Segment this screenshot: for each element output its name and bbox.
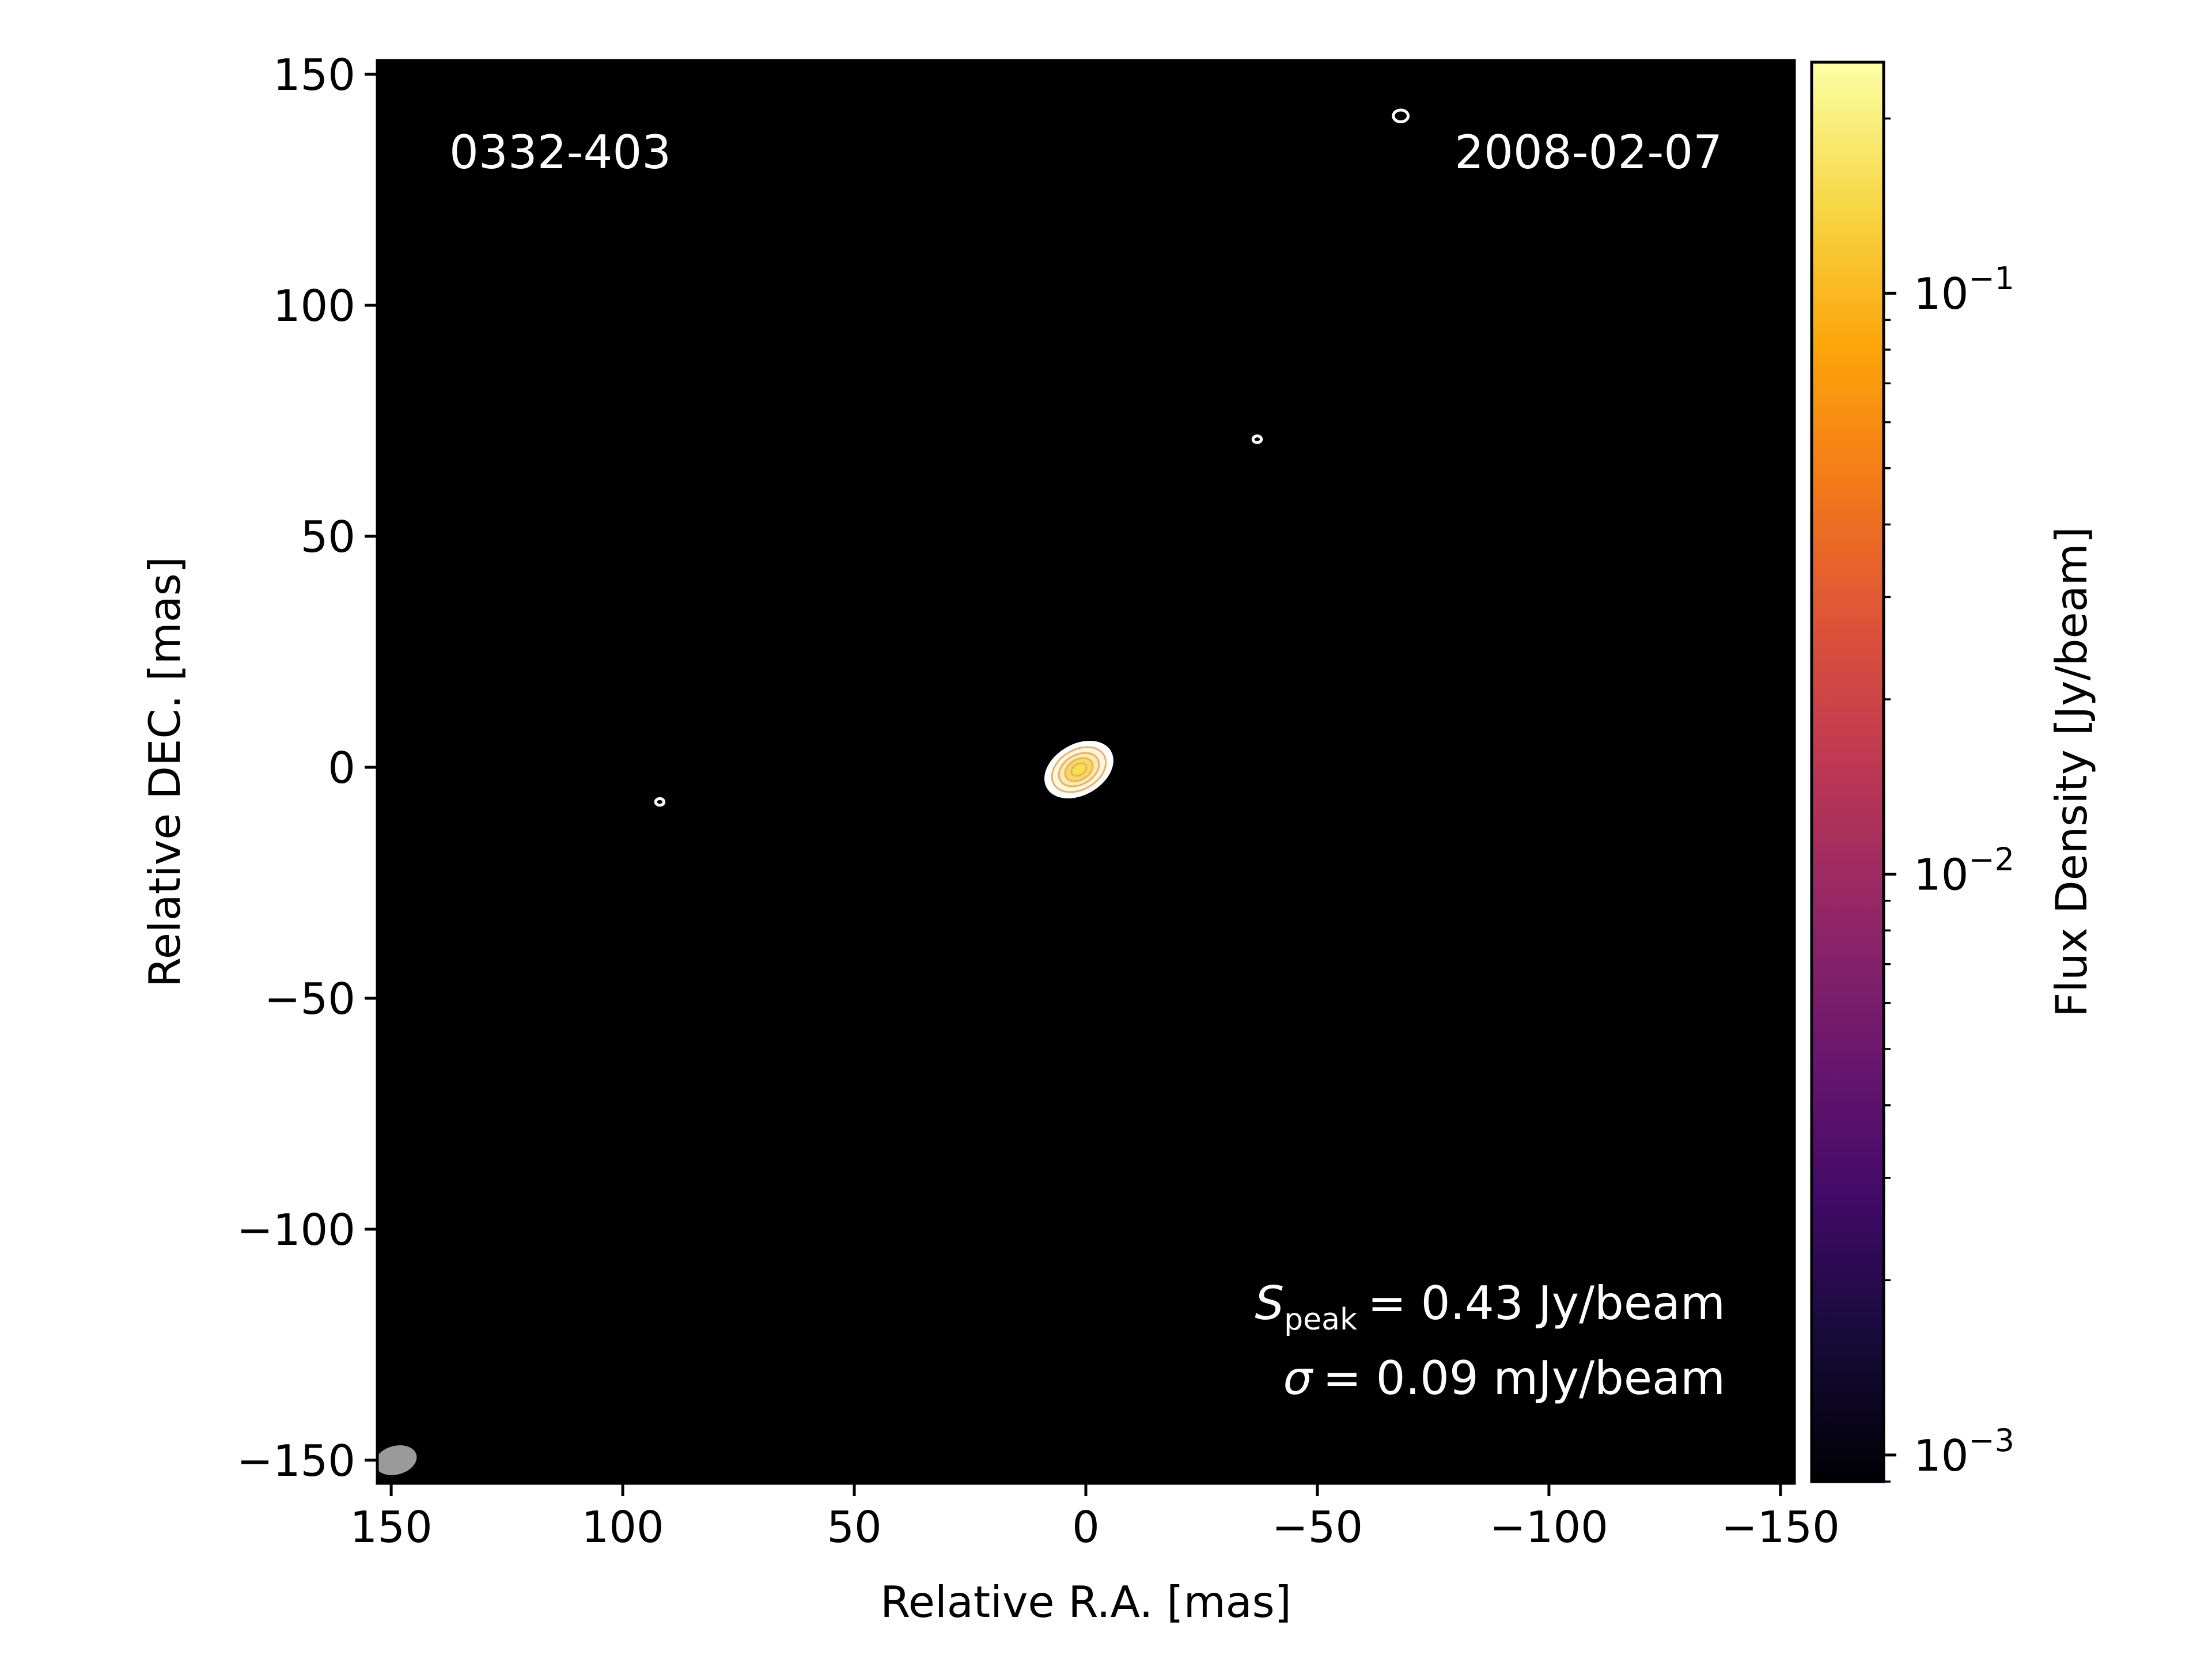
beam-ellipse	[377, 1445, 417, 1475]
colorbar-label: Flux Density [Jy/beam]	[2046, 527, 2097, 1017]
peak-subscript: peak	[1284, 1302, 1357, 1337]
core-contour	[1070, 762, 1088, 777]
y-tick-label: −50	[264, 974, 355, 1024]
contour-blob	[1392, 108, 1410, 124]
source-name-label: 0332-403	[449, 126, 671, 179]
x-tick-label: 50	[827, 1502, 881, 1552]
colorbar-tick-base: 10	[1914, 1430, 1968, 1481]
date-label: 2008-02-07	[1455, 126, 1722, 179]
contour-blob	[654, 797, 666, 807]
image-plot: 0332-403 2008-02-07 Speak = 0.43 Jy/beam …	[376, 59, 1796, 1485]
sigma-value: = 0.09 mJy/beam	[1323, 1351, 1725, 1405]
y-tick-label: −150	[237, 1435, 355, 1486]
x-tick-label: −50	[1272, 1502, 1363, 1552]
core-component	[1044, 740, 1113, 798]
colorbar: 10−110−210−3 Flux Density [Jy/beam]	[1810, 60, 2097, 1483]
colorbar-gradient	[1810, 60, 1885, 1483]
peak-value: = 0.43 Jy/beam	[1368, 1277, 1725, 1330]
y-tick-label: −100	[237, 1205, 355, 1255]
x-tick-label: −100	[1490, 1502, 1608, 1552]
colorbar-tick-label: 10−3	[1914, 1422, 2014, 1481]
y-axis-label: Relative DEC. [mas]	[139, 556, 190, 987]
x-tick-label: −150	[1721, 1502, 1840, 1552]
x-axis-label: Relative R.A. [mas]	[880, 1577, 1291, 1627]
colorbar-tick-base: 10	[1914, 850, 1968, 900]
contour-blob	[1251, 434, 1263, 444]
colorbar-tick-exponent: −2	[1968, 842, 2014, 878]
colorbar-tick-exponent: −1	[1968, 260, 2014, 297]
y-tick-label: 100	[273, 281, 355, 331]
sigma-symbol: σ	[1283, 1351, 1314, 1405]
sigma-label: σ = 0.09 mJy/beam	[1283, 1351, 1726, 1405]
y-tick-label: 0	[328, 743, 355, 793]
x-axis: 150 100 50 0 −50 −100 −150	[350, 1483, 1840, 1552]
x-tick-label: 0	[1072, 1502, 1100, 1552]
colorbar-tick-label: 10−2	[1914, 842, 2014, 900]
x-tick-label: 100	[582, 1502, 664, 1552]
colorbar-tick-base: 10	[1914, 268, 1968, 319]
peak-flux-label: Speak = 0.43 Jy/beam	[1255, 1277, 1725, 1337]
colorbar-ticks: 10−110−210−3	[1884, 117, 2014, 1483]
y-tick-label: 50	[301, 512, 355, 562]
colorbar-tick-label: 10−1	[1914, 260, 2014, 319]
peak-symbol: S	[1255, 1277, 1284, 1330]
y-axis: 150 100 50 0 −50 −100 −150	[237, 50, 377, 1486]
x-tick-label: 150	[350, 1502, 433, 1552]
colorbar-tick-exponent: −3	[1968, 1422, 2014, 1459]
y-tick-label: 150	[273, 50, 355, 100]
